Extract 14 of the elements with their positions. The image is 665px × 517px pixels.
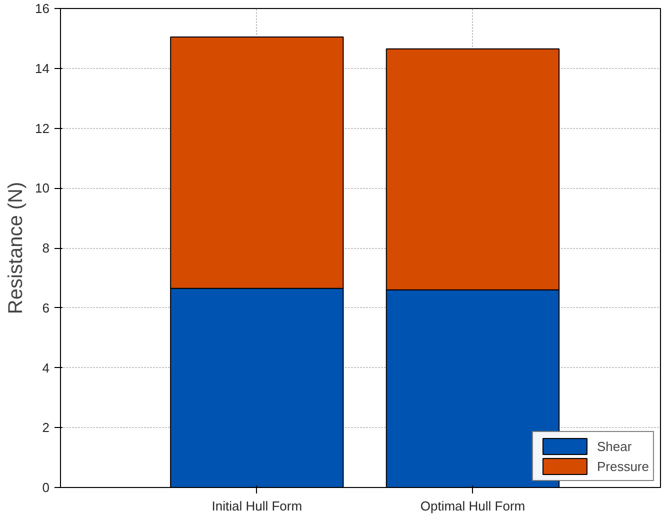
x-tick-label: Optimal Hull Form: [420, 498, 526, 514]
x-tick-label: Initial Hull Form: [212, 498, 302, 514]
y-tick-label: 10: [35, 180, 50, 196]
legend-label: Pressure: [596, 458, 649, 474]
y-tick-label: 16: [35, 1, 50, 16]
y-tick-label: 2: [42, 420, 50, 436]
y-tick-label: 12: [35, 120, 50, 136]
y-tick-label: 6: [42, 300, 50, 316]
y-tick-label: 8: [42, 240, 50, 256]
y-tick-label: 0: [42, 480, 50, 495]
legend-label: Shear: [596, 438, 632, 454]
y-axis-title: Resistance (N): [5, 182, 28, 314]
y-tick-label: 14: [35, 60, 50, 76]
y-tick-label: 4: [42, 360, 50, 376]
